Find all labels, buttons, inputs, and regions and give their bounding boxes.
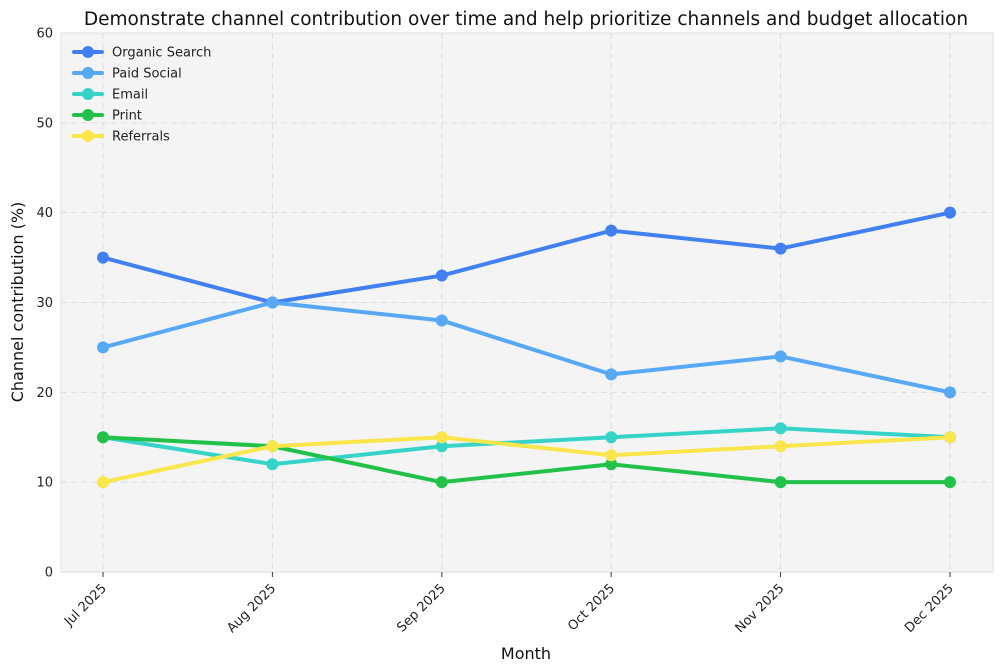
legend-swatch-marker xyxy=(82,67,94,79)
data-point xyxy=(605,224,618,237)
data-point xyxy=(774,242,787,255)
data-point xyxy=(944,476,956,489)
legend-item: Print xyxy=(72,109,142,124)
data-point xyxy=(774,350,787,363)
legend-item: Referrals xyxy=(72,130,170,145)
data-point xyxy=(97,251,109,264)
x-tick-label: Oct 2025 xyxy=(565,581,618,634)
data-point xyxy=(605,431,618,444)
chart-title: Demonstrate channel contribution over ti… xyxy=(84,9,968,30)
legend-item: Email xyxy=(72,88,148,103)
legend-swatch-marker xyxy=(82,130,94,142)
series-line xyxy=(101,300,952,395)
data-point xyxy=(97,431,109,444)
series-line xyxy=(101,210,952,305)
y-tick-label: 40 xyxy=(36,206,53,221)
x-axis-title: Month xyxy=(501,644,551,663)
legend-label: Organic Search xyxy=(112,46,211,61)
data-point xyxy=(605,368,618,381)
data-point xyxy=(944,206,956,219)
data-point xyxy=(435,431,448,444)
grid xyxy=(61,32,993,573)
data-point xyxy=(435,314,448,327)
data-point xyxy=(774,422,787,435)
y-tick-label: 10 xyxy=(36,476,53,491)
data-point xyxy=(605,449,618,462)
data-point xyxy=(97,476,109,489)
x-tick-label: Jul 2025 xyxy=(61,581,110,630)
data-point xyxy=(435,476,448,489)
legend-item: Organic Search xyxy=(72,46,211,61)
legend-label: Email xyxy=(112,88,148,103)
x-tick-label: Sep 2025 xyxy=(394,581,448,635)
series-line xyxy=(101,435,952,485)
legend-label: Paid Social xyxy=(112,67,182,82)
data-point xyxy=(435,440,448,453)
x-tick-label: Aug 2025 xyxy=(224,581,279,636)
x-tick-label: Dec 2025 xyxy=(902,581,957,636)
legend-swatch-marker xyxy=(82,88,94,100)
data-point xyxy=(266,296,279,309)
series xyxy=(97,206,956,489)
y-tick-label: 60 xyxy=(36,27,53,42)
series-referrals xyxy=(97,431,956,489)
series-email xyxy=(97,422,956,471)
y-tick-label: 30 xyxy=(36,296,53,311)
data-point xyxy=(774,476,787,489)
data-point xyxy=(774,440,787,453)
legend: Organic Search Paid Social Email Print Refer… xyxy=(72,46,211,145)
legend-label: Print xyxy=(112,109,142,124)
data-point xyxy=(97,341,109,354)
legend-label: Referrals xyxy=(112,130,170,145)
legend-swatch-marker xyxy=(82,46,94,58)
data-point xyxy=(266,458,279,471)
series-line xyxy=(101,426,952,467)
series-line xyxy=(101,435,952,485)
y-tick-label: 20 xyxy=(36,386,53,401)
legend-item: Paid Social xyxy=(72,67,182,82)
y-tick-label: 0 xyxy=(45,566,53,581)
data-point xyxy=(605,458,618,471)
y-tick-label: 50 xyxy=(36,116,53,131)
x-tick-label: Nov 2025 xyxy=(733,581,788,636)
y-axis-title: Channel contribution (%) xyxy=(8,202,27,403)
data-point xyxy=(435,269,448,282)
data-point xyxy=(266,440,279,453)
series-paid-social xyxy=(97,296,956,399)
legend-swatch-marker xyxy=(82,109,94,121)
data-point xyxy=(944,386,956,399)
data-point xyxy=(944,431,956,444)
